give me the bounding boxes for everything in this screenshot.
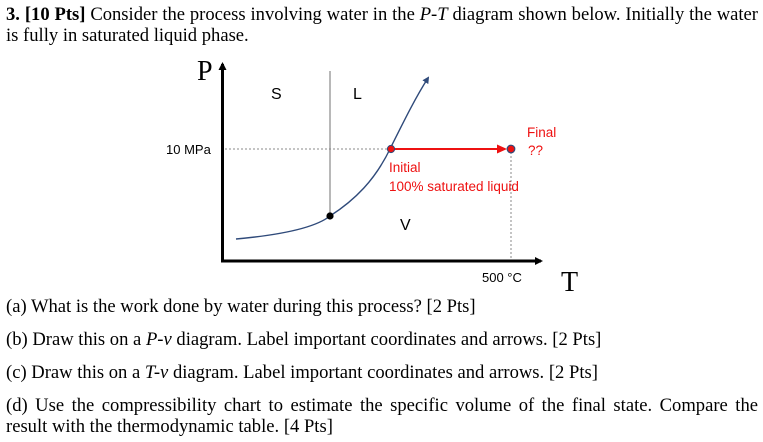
final-label: Final xyxy=(527,125,557,140)
question-d-points: [4 Pts] xyxy=(283,416,333,437)
question-a-text: What is the work done by water during th… xyxy=(26,296,427,317)
intro-diagram-name: P-T xyxy=(419,4,448,25)
initial-state-point xyxy=(386,144,396,154)
intro-text-pre: Consider the process involving water in … xyxy=(85,4,420,25)
question-c-text-pre: Draw this on a xyxy=(26,362,145,383)
t-axis-label: T xyxy=(561,267,579,298)
question-a: (a) What is the work done by water durin… xyxy=(6,296,758,317)
question-c-points: [2 Pts] xyxy=(548,362,598,383)
p-axis-label: P xyxy=(197,56,213,87)
question-b-points: [2 Pts] xyxy=(552,329,602,350)
problem-number: 3. xyxy=(6,4,20,25)
initial-label: Initial xyxy=(389,160,421,175)
question-b: (b) Draw this on a P-v diagram. Label im… xyxy=(6,329,758,350)
question-b-text-post: diagram. Label important coordinates and… xyxy=(171,329,553,350)
problem-statement: 3. [10 Pts] Consider the process involvi… xyxy=(6,4,758,46)
final-value: ?? xyxy=(528,143,544,158)
final-state-point xyxy=(506,144,516,154)
saturation-curve xyxy=(235,76,430,240)
problem-points: [10 Pts] xyxy=(24,4,86,25)
question-b-label: (b) xyxy=(6,329,28,350)
question-d-label: (d) xyxy=(6,395,28,416)
question-a-label: (a) xyxy=(6,296,27,317)
intro-text-post: diagram shown below. Initially the water… xyxy=(6,4,758,46)
solid-region-label: S xyxy=(271,86,282,103)
question-c: (c) Draw this on a T-v diagram. Label im… xyxy=(6,362,758,383)
question-d-text: Use the compressibility chart to estimat… xyxy=(6,395,758,437)
liquid-region-label: L xyxy=(353,86,362,103)
question-c-text-post: diagram. Label important coordinates and… xyxy=(168,362,549,383)
question-b-text-pre: Draw this on a xyxy=(27,329,146,350)
question-d: (d) Use the compressibility chart to est… xyxy=(6,395,758,437)
pressure-tick-label: 10 MPa xyxy=(166,142,211,157)
question-b-diagram-name: P-v xyxy=(145,329,172,350)
question-c-diagram-name: T-v xyxy=(144,362,169,383)
vapor-region-label: V xyxy=(400,217,411,234)
temperature-tick-label: 500 °C xyxy=(482,270,522,285)
question-a-points: [2 Pts] xyxy=(426,296,476,317)
triple-point xyxy=(326,212,334,220)
initial-description: 100% saturated liquid xyxy=(389,179,519,194)
question-c-label: (c) xyxy=(6,362,27,383)
